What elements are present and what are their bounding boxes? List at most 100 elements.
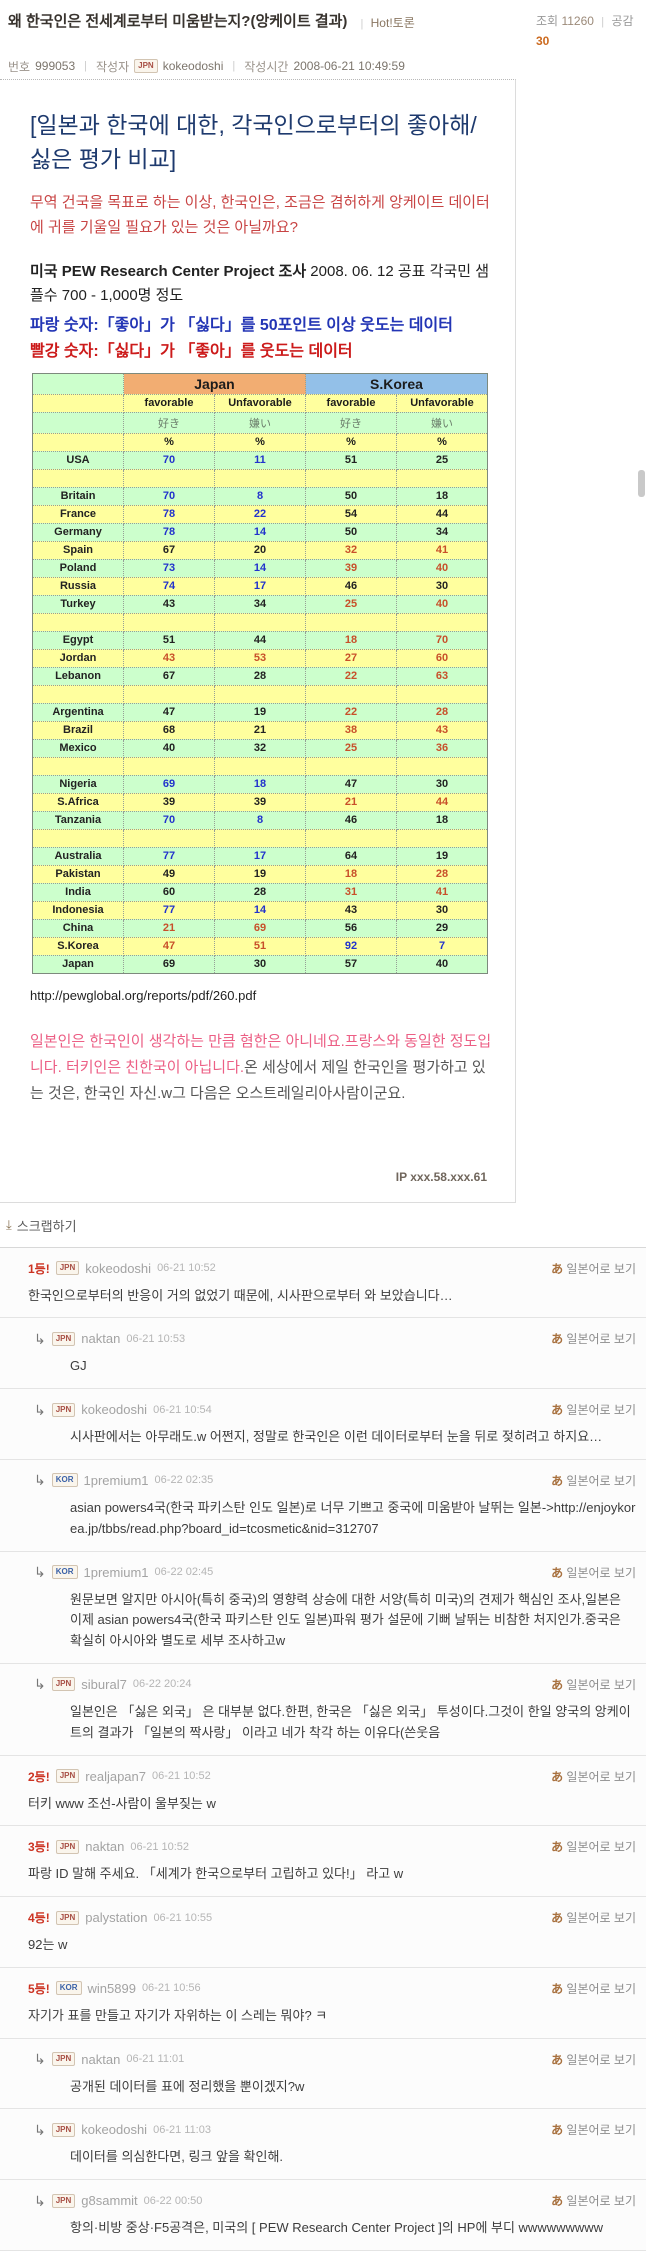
comment-time: 06-21 10:54 (153, 1403, 212, 1416)
scrollbar-thumb[interactable] (638, 470, 645, 497)
country-name: Japan (32, 954, 124, 974)
scrap-button[interactable]: ⤓ 스크랩하기 (0, 1203, 640, 1247)
view-in-japanese-link[interactable]: あ 일본어로 보기 (551, 1768, 636, 1785)
unit-cell: % (305, 432, 397, 452)
comment-user[interactable]: g8sammit (81, 2193, 138, 2209)
value-cell (396, 756, 488, 776)
comment-time: 06-21 11:03 (153, 2123, 211, 2136)
country-name: Britain (32, 486, 124, 506)
view-in-japanese-link[interactable]: あ 일본어로 보기 (551, 2121, 636, 2138)
comment-user[interactable]: naktan (81, 2051, 121, 2067)
spacer-row (32, 828, 488, 848)
value-cell: 25 (305, 738, 397, 758)
value-cell: 32 (305, 540, 397, 560)
value-cell (396, 684, 488, 704)
value-cell (123, 828, 215, 848)
flag-badge: JPN (55, 1839, 80, 1854)
jp-header: 嫌い (214, 411, 306, 434)
value-cell: 69 (123, 774, 215, 794)
comment-user[interactable]: kokeodoshi (81, 2122, 148, 2138)
value-cell: 43 (305, 900, 397, 920)
scrap-icon: ⤓ (6, 1217, 12, 1233)
view-in-japanese-link[interactable]: あ 일본어로 보기 (551, 2051, 636, 2068)
flag-badge: JPN (55, 1769, 80, 1783)
view-in-japanese-link[interactable]: あ 일본어로 보기 (551, 1260, 636, 1277)
value-cell: 34 (396, 522, 488, 542)
view-in-japanese-link[interactable]: あ 일본어로 보기 (551, 1676, 636, 1693)
view-in-japanese-link[interactable]: あ 일본어로 보기 (551, 1472, 636, 1489)
value-cell: 28 (214, 882, 306, 902)
view-in-japanese-label: 일본어로 보기 (566, 1769, 636, 1784)
author-name[interactable]: kokeodoshi (162, 59, 224, 74)
separator: | (84, 60, 87, 73)
country-row: Egypt 51 44 18 70 (32, 630, 488, 650)
view-in-japanese-link[interactable]: あ 일본어로 보기 (551, 1401, 636, 1418)
value-cell: 46 (305, 810, 397, 830)
comment: 5등! KOR win5899 06-21 10:56 あ 일본어로 보기 자기가 표를 … (0, 1968, 646, 2039)
value-cell: 57 (305, 954, 397, 974)
view-in-japanese-link[interactable]: あ 일본어로 보기 (551, 1564, 636, 1581)
view-in-japanese-link[interactable]: あ 일본어로 보기 (551, 2192, 636, 2209)
value-cell: 18 (396, 810, 488, 830)
pew-table: Japan S.Korea favorable Unfavorable favo… (32, 372, 488, 974)
scrap-label: 스크랩하기 (16, 1218, 77, 1234)
sub-header: Unfavorable (214, 393, 306, 413)
value-cell: 78 (123, 504, 215, 524)
country-name: Jordan (32, 648, 124, 668)
comment-header: ↳ JPN g8sammit 06-22 00:50 あ 일본어로 보기 (34, 2192, 636, 2209)
value-cell: 30 (214, 954, 306, 974)
comment-user[interactable]: kokeodoshi (81, 1402, 148, 1418)
source-link[interactable]: http://pewglobal.org/reports/pdf/260.pdf (30, 987, 257, 1003)
country-name: Spain (32, 540, 124, 560)
comment-text: 한국인으로부터의 반응이 거의 없었기 때문에, 시사판으로부터 와 보았습니다… (28, 1287, 453, 1303)
view-in-japanese-label: 일본어로 보기 (566, 1981, 636, 1996)
comment-header: 1등! JPN kokeodoshi 06-21 10:52 あ 일본어로 보기 (28, 1260, 636, 1277)
country-name: Mexico (32, 738, 124, 758)
reply-arrow-icon: ↳ (34, 2192, 46, 2209)
country-row: Germany 78 14 50 34 (32, 522, 488, 542)
view-in-japanese-link[interactable]: あ 일본어로 보기 (551, 1980, 636, 1997)
value-cell: 74 (123, 576, 215, 596)
flag-badge: JPN (51, 2122, 76, 2137)
value-cell (396, 612, 488, 632)
comments-section: 1등! JPN kokeodoshi 06-21 10:52 あ 일본어로 보기 한국인으… (0, 1246, 646, 2251)
value-cell: 41 (396, 882, 488, 902)
comment-user[interactable]: naktan (85, 1839, 125, 1855)
value-cell: 41 (396, 540, 488, 560)
flag-badge: KOR (55, 1981, 82, 1996)
view-in-japanese-link[interactable]: あ 일본어로 보기 (551, 1330, 636, 1347)
value-cell: 28 (214, 666, 306, 686)
country-row: Nigeria 69 18 47 30 (32, 774, 488, 794)
value-cell (214, 468, 306, 488)
unit-cell: % (123, 432, 215, 452)
country-name: India (32, 882, 124, 902)
separator: | (232, 60, 236, 73)
comment-user[interactable]: 1premium1 (83, 1472, 149, 1488)
view-in-japanese-link[interactable]: あ 일본어로 보기 (551, 1909, 636, 1926)
value-cell: 34 (214, 594, 306, 614)
value-cell: 43 (123, 648, 215, 668)
source-detail: 2008. 06. 12 공표 각국민 샘플수 700 - 1,000명 정도 (30, 263, 490, 304)
country-name: Lebanon (32, 666, 124, 686)
comment-header: 4등! JPN palystation 06-21 10:55 あ 일본어로 보기 (28, 1909, 636, 1926)
comment-user[interactable]: kokeodoshi (85, 1260, 152, 1276)
comment-time: 06-22 02:35 (154, 1474, 214, 1487)
comment-user[interactable]: palystation (85, 1910, 148, 1926)
comment-user[interactable]: 1premium1 (83, 1564, 149, 1580)
comment-user[interactable]: realjapan7 (85, 1768, 146, 1784)
value-cell: 21 (123, 918, 215, 938)
value-cell: 78 (123, 522, 215, 542)
view-in-japanese-link[interactable]: あ 일본어로 보기 (551, 1838, 636, 1855)
hot-topic-badge[interactable]: | Hot!토론 (360, 16, 415, 30)
view-in-japanese-label: 일본어로 보기 (566, 1840, 636, 1855)
comment-user[interactable]: sibural7 (81, 1676, 127, 1692)
view-in-japanese-label: 일본어로 보기 (566, 1473, 636, 1488)
comment-text: 자기가 표를 만들고 자기가 자위하는 이 스레는 뭐야? ㅋ (28, 2007, 328, 2023)
comment-user[interactable]: win5899 (87, 1980, 136, 1996)
comment-user[interactable]: naktan (81, 1331, 121, 1347)
comment-time: 06-21 10:52 (157, 1262, 216, 1275)
post-body: [일본과 한국에 대한, 각국인으로부터의 좋아해/싫은 평가 비교] 무역 건… (0, 78, 516, 1203)
comment: ↳ JPN naktan 06-21 11:01 あ 일본어로 보기 공개된 데이터를 표… (0, 2039, 646, 2110)
country-name: Argentina (32, 702, 124, 722)
sub-header: Unfavorable (396, 393, 488, 413)
